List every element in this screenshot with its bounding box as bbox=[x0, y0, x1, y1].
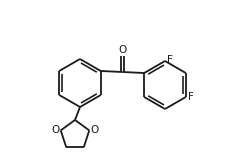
Text: O: O bbox=[91, 125, 99, 135]
Text: O: O bbox=[118, 45, 127, 55]
Text: O: O bbox=[51, 125, 59, 135]
Text: F: F bbox=[167, 55, 173, 65]
Text: F: F bbox=[188, 92, 194, 102]
